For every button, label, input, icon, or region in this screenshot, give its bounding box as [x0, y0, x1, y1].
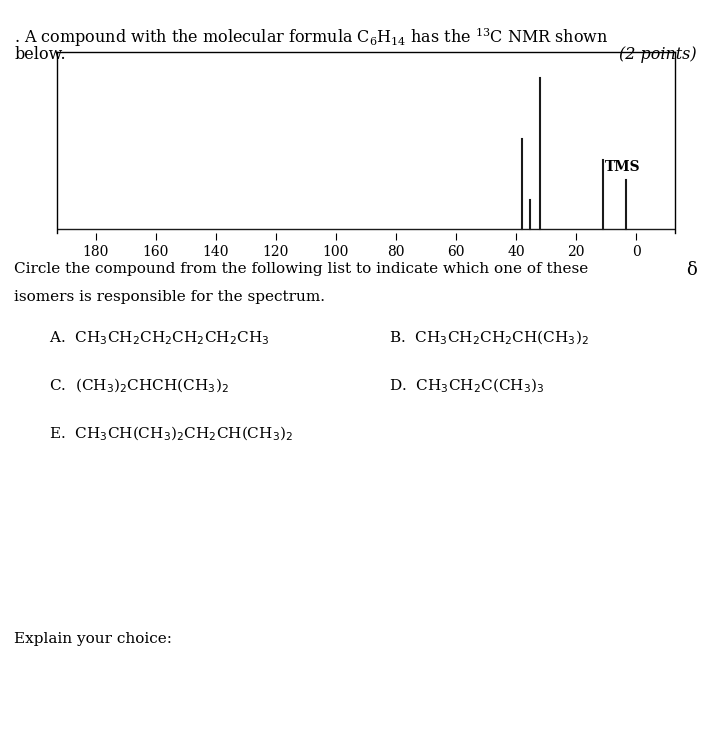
Text: . A compound with the molecular formula $\mathregular{C_6H_{14}}$ has the $\math: . A compound with the molecular formula …: [14, 26, 609, 50]
Text: isomers is responsible for the spectrum.: isomers is responsible for the spectrum.: [14, 290, 325, 304]
Text: Circle the compound from the following list to indicate which one of these: Circle the compound from the following l…: [14, 262, 588, 276]
Text: δ: δ: [686, 261, 696, 279]
Text: (2 points): (2 points): [619, 46, 696, 63]
Text: A.  CH$_3$CH$_2$CH$_2$CH$_2$CH$_2$CH$_3$: A. CH$_3$CH$_2$CH$_2$CH$_2$CH$_2$CH$_3$: [49, 329, 270, 347]
Text: B.  CH$_3$CH$_2$CH$_2$CH(CH$_3$)$_2$: B. CH$_3$CH$_2$CH$_2$CH(CH$_3$)$_2$: [389, 329, 589, 347]
Text: C.  (CH$_3$)$_2$CHCH(CH$_3$)$_2$: C. (CH$_3$)$_2$CHCH(CH$_3$)$_2$: [49, 377, 229, 395]
Text: Explain your choice:: Explain your choice:: [14, 632, 172, 646]
Text: below.: below.: [14, 46, 66, 63]
Text: E.  CH$_3$CH(CH$_3$)$_2$CH$_2$CH(CH$_3$)$_2$: E. CH$_3$CH(CH$_3$)$_2$CH$_2$CH(CH$_3$)$…: [49, 425, 293, 443]
Text: TMS: TMS: [604, 160, 641, 174]
Text: D.  CH$_3$CH$_2$C(CH$_3$)$_3$: D. CH$_3$CH$_2$C(CH$_3$)$_3$: [389, 377, 544, 395]
